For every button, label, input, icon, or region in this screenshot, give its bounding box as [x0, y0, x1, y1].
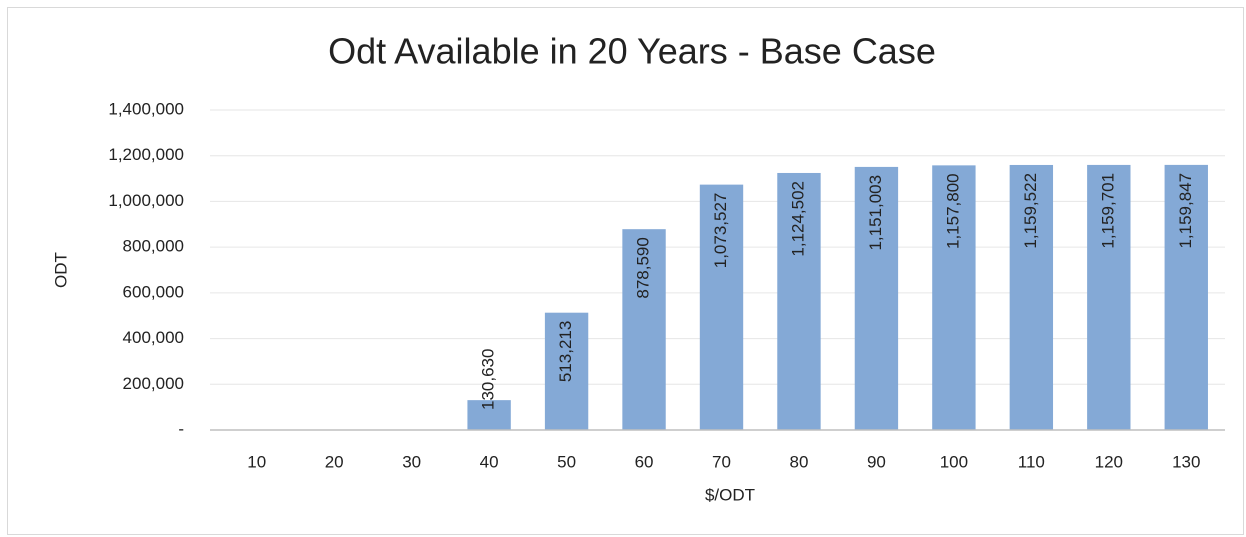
x-axis-title: $/ODT [705, 485, 755, 504]
data-label: 878,590 [634, 237, 653, 298]
y-axis-title: ODT [51, 252, 70, 288]
data-label: 1,159,701 [1098, 173, 1117, 249]
y-tick-label: 200,000 [123, 374, 184, 393]
data-label: 1,073,527 [711, 193, 730, 269]
data-label: 1,157,800 [943, 173, 962, 249]
bar [1009, 164, 1054, 430]
data-label: 1,151,003 [866, 175, 885, 251]
x-tick-label: 60 [635, 452, 654, 471]
x-tick-label: 40 [480, 452, 499, 471]
x-tick-label: 80 [790, 452, 809, 471]
x-tick-label: 30 [402, 452, 421, 471]
x-tick-label: 120 [1095, 452, 1123, 471]
bar [932, 165, 976, 431]
data-label: 1,124,502 [788, 181, 807, 257]
x-tick-label: 130 [1172, 452, 1200, 471]
bar [544, 312, 589, 430]
x-tick-label: 110 [1018, 452, 1045, 471]
bar [854, 166, 899, 430]
bar [1164, 164, 1208, 430]
data-label: 1,159,847 [1176, 173, 1195, 249]
y-tick-label: 1,200,000 [108, 145, 184, 164]
x-tick-label: 90 [867, 452, 886, 471]
y-tick-label: 400,000 [123, 328, 184, 347]
bar [1087, 164, 1131, 431]
bar [699, 184, 744, 430]
bar [622, 229, 666, 430]
x-tick-label: 50 [557, 452, 576, 471]
y-tick-label: 600,000 [123, 282, 184, 301]
y-tick-label: - [178, 419, 184, 438]
data-label: 1,159,522 [1021, 173, 1040, 249]
chart-title: Odt Available in 20 Years - Base Case [328, 31, 936, 72]
bar [467, 400, 511, 430]
data-label: 513,213 [556, 321, 575, 382]
y-tick-label: 1,400,000 [108, 99, 184, 118]
x-tick-label: 100 [940, 452, 968, 471]
x-tick-label: 20 [325, 452, 344, 471]
y-tick-label: 800,000 [123, 237, 184, 256]
x-tick-label: 10 [247, 452, 266, 471]
x-tick-label: 70 [712, 452, 731, 471]
bar [777, 172, 821, 430]
data-label: 130,630 [479, 349, 498, 410]
y-tick-label: 1,000,000 [108, 191, 184, 210]
